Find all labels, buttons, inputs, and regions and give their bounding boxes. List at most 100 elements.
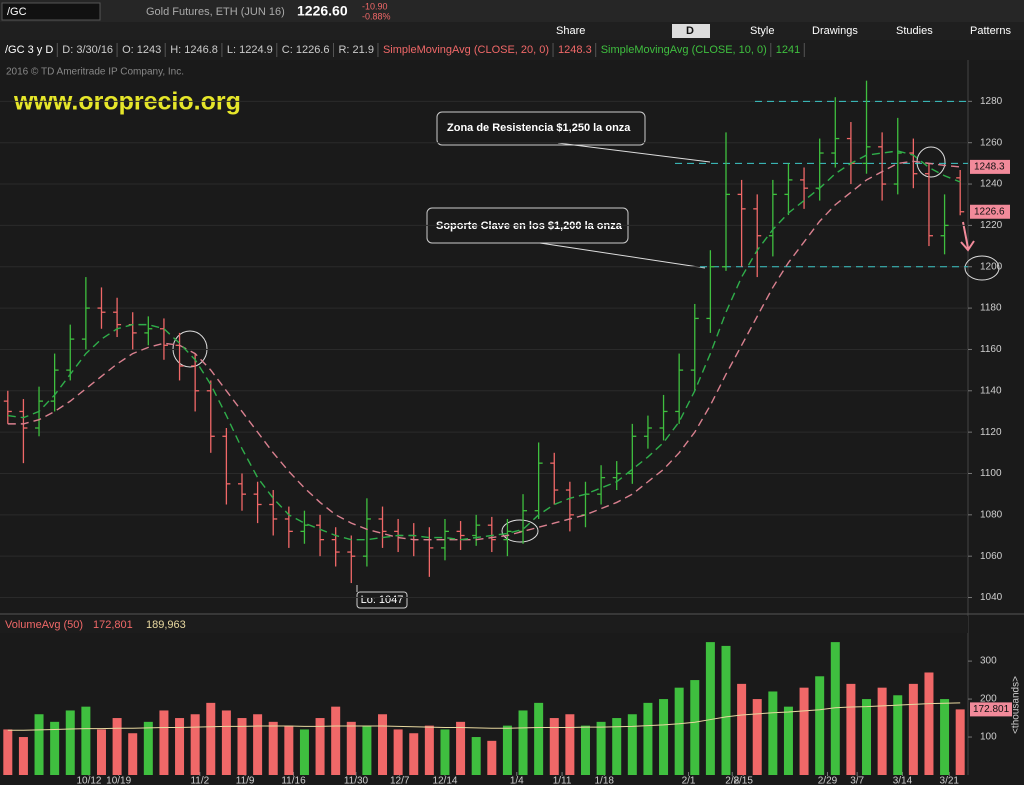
symbol-box[interactable] [1, 2, 101, 21]
highlight-circle [501, 519, 539, 543]
period-button[interactable]: D [686, 25, 694, 37]
x-tick-label: 3/21 [940, 776, 960, 785]
volume-bar [175, 718, 185, 775]
x-tick-label: 10/19 [106, 776, 131, 785]
volume-title: VolumeAvg (50) [5, 619, 83, 631]
x-tick-label: 11/16 [281, 776, 306, 785]
volume-bar [627, 714, 637, 775]
share-button[interactable]: Share [556, 25, 585, 37]
volume-bar [799, 687, 809, 775]
symbol: /GC [7, 6, 27, 18]
volume-bar [206, 702, 216, 775]
volume-bar [643, 702, 653, 775]
volume-bar [862, 699, 872, 775]
x-tick-label: 10/12 [76, 776, 101, 785]
info-bar [0, 40, 1024, 60]
y-tick-label: 1120 [980, 427, 1002, 438]
y-tick-label: 1260 [980, 137, 1003, 148]
volume-bar [502, 725, 512, 775]
volume-bar [612, 718, 622, 775]
x-tick-label: 2/8 [725, 776, 739, 785]
resistance-note: Zona de Resistencia $1,250 la onza [447, 122, 631, 134]
volume-bar [674, 687, 684, 775]
last-price: 1226.60 [297, 3, 348, 19]
volume-bar [596, 721, 606, 775]
volume-bar [268, 721, 278, 775]
volume-bar [846, 683, 856, 775]
volume-bar [143, 721, 153, 775]
volume-bar [908, 683, 918, 775]
volume-bar [331, 706, 341, 775]
y-tick-label: 1040 [980, 592, 1003, 603]
low-label: Lo: 1047 [361, 594, 404, 606]
top-bar [0, 0, 1024, 22]
change: -10.90 [362, 1, 388, 11]
volume-bar [159, 710, 169, 775]
volume-unit: <thousands> [1011, 676, 1022, 734]
price-flag-label: 1248.3 [974, 162, 1005, 173]
x-tick-label: 3/7 [850, 776, 864, 785]
info-item: SimpleMovingAvg (CLOSE, 20, 0) [383, 44, 549, 56]
volume-bar [768, 691, 778, 775]
volume-bar [378, 714, 388, 775]
price-flag-label: 1226.6 [974, 206, 1005, 217]
volume-bar [565, 714, 575, 775]
moving-average [7, 160, 961, 541]
tool-bar [0, 22, 1024, 40]
volume-bar [128, 733, 138, 775]
volume-bar [940, 699, 950, 775]
volume-bar [955, 709, 965, 775]
moving-average [7, 150, 961, 541]
copyright: 2016 © TD Ameritrade IP Company, Inc. [6, 67, 184, 78]
y-tick-label: 200 [980, 694, 997, 705]
x-tick-label: 11/9 [236, 776, 255, 785]
volume-bar [34, 714, 44, 775]
y-tick-label: 1200 [980, 261, 1003, 272]
info-item: R: 21.9 [338, 44, 373, 56]
highlight-circle [964, 255, 1000, 281]
price-flag [970, 159, 1010, 174]
studies-button[interactable]: Studies [896, 25, 933, 37]
x-tick-label: 2/29 [818, 776, 838, 785]
volume-bar [190, 714, 200, 775]
volume-bar [112, 718, 122, 775]
y-tick-label: 1100 [980, 468, 1002, 479]
drawings-button[interactable]: Drawings [812, 25, 858, 37]
volume-bar [737, 683, 747, 775]
volume-bar [221, 710, 231, 775]
volume-bar [456, 721, 466, 775]
info-item: SimpleMovingAvg (CLOSE, 10, 0) [601, 44, 767, 56]
info-item: L: 1224.9 [227, 44, 273, 56]
x-tick-label: 12/7 [390, 776, 410, 785]
volume-bar [534, 702, 544, 775]
patterns-button[interactable]: Patterns [970, 25, 1011, 37]
volume-bar [253, 714, 263, 775]
style-button[interactable]: Style [750, 25, 774, 37]
volume-average [7, 702, 961, 731]
volume-bar [783, 706, 793, 775]
y-tick-label: 1240 [980, 179, 1003, 190]
description: Gold Futures, ETH (JUN 16) [146, 6, 285, 18]
x-tick-label: 11/30 [344, 776, 369, 785]
volume-bar [362, 725, 372, 775]
volume-bar [518, 710, 528, 775]
info-item: 1248.3 [558, 44, 592, 56]
x-tick-label: 11/2 [190, 776, 209, 785]
x-tick-label: 1/11 [553, 776, 572, 785]
y-tick-label: 1280 [980, 96, 1003, 107]
y-tick-label: 300 [980, 656, 997, 667]
info-item: C: 1226.6 [282, 44, 330, 56]
volume-bar [549, 718, 559, 775]
info-item: H: 1246.8 [170, 44, 218, 56]
y-tick-label: 1160 [980, 344, 1002, 355]
arrow [960, 221, 975, 252]
info-item: O: 1243 [122, 44, 161, 56]
volume-flag [970, 702, 1012, 717]
volume-bar [471, 737, 481, 775]
volume-bar [705, 642, 715, 775]
change-pct: -0.88% [362, 11, 391, 21]
volume-bar [65, 710, 75, 775]
period-box[interactable] [672, 24, 710, 38]
volume-bar [299, 729, 309, 775]
x-tick-label: 3/14 [893, 776, 913, 785]
